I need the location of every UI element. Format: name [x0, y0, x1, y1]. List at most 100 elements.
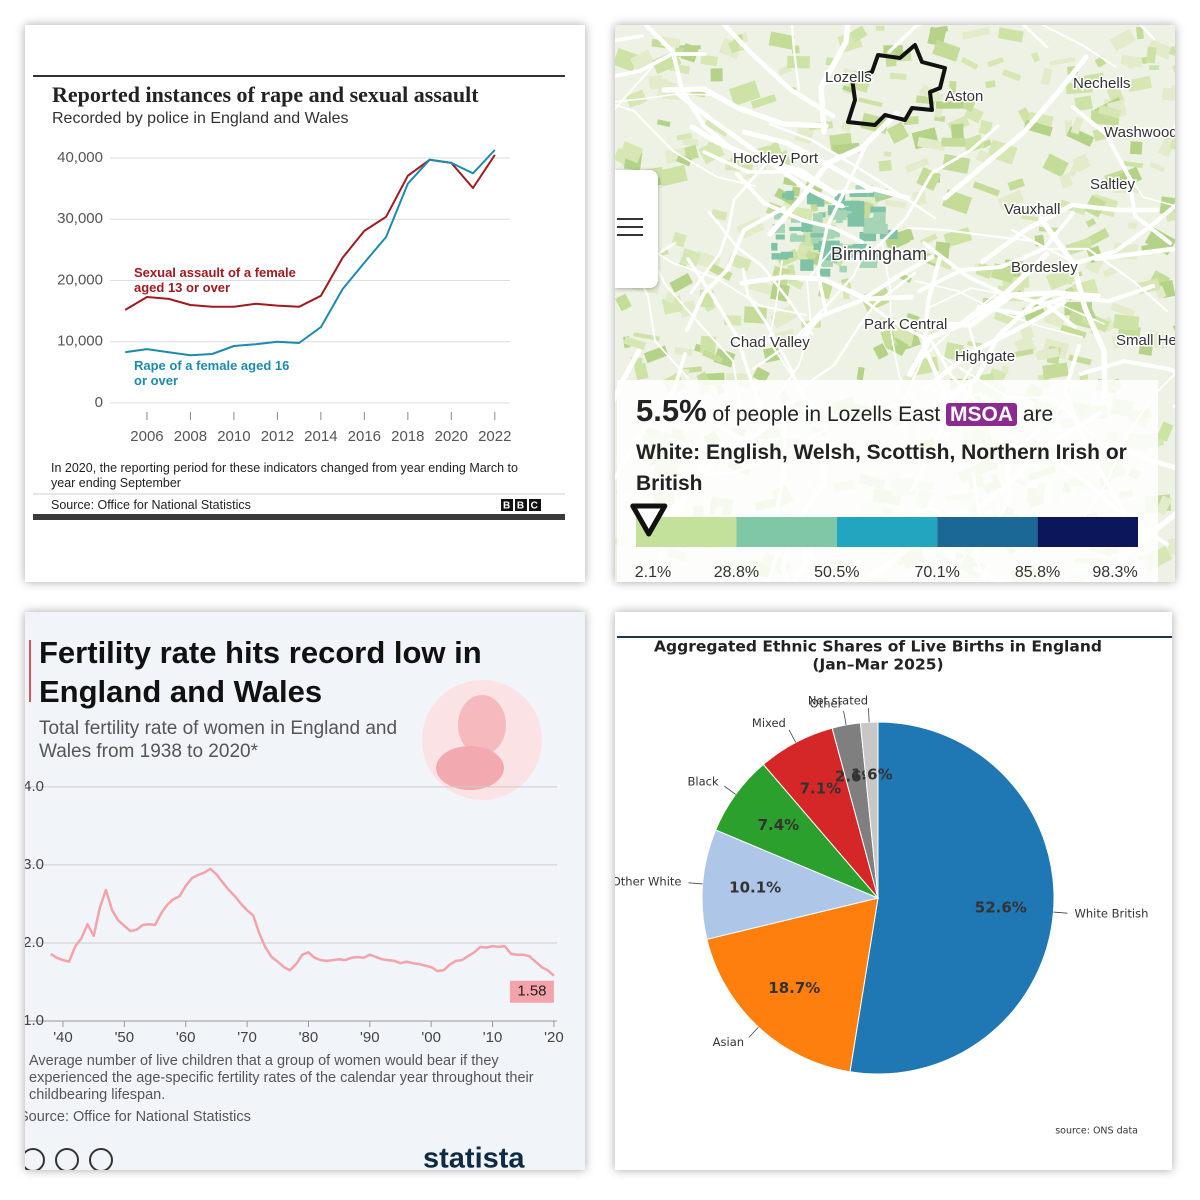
- chart-title: Aggregated Ethnic Shares of Live Births …: [654, 638, 1102, 656]
- map-block: [789, 226, 806, 231]
- note: In 2020, the reporting period for these …: [51, 461, 518, 490]
- map-block: [700, 54, 719, 67]
- value-label: 7.1%: [800, 780, 842, 798]
- map-block: [800, 259, 814, 271]
- map-block: [1035, 347, 1060, 361]
- map-block: [787, 55, 811, 69]
- icon-body: [436, 746, 504, 790]
- slice-label: Asian: [713, 1035, 744, 1049]
- map-block: [826, 228, 840, 238]
- map-block: [870, 206, 886, 213]
- road: [818, 25, 851, 135]
- road: [689, 157, 772, 295]
- chart-fertility: statista 1.0 2.0 3.0 4.0 '40 '50 '60 '70 '80 '90 '…: [25, 612, 585, 1170]
- map-block: [1111, 333, 1128, 349]
- map-block: [790, 218, 801, 223]
- value-pointer: [630, 503, 668, 537]
- map-block: [1068, 163, 1080, 178]
- map-block: [873, 343, 889, 360]
- place-label: Saltley: [1090, 176, 1136, 193]
- y-tick-label: 4.0: [25, 778, 44, 795]
- y-tick-label: 2.0: [25, 934, 44, 951]
- map-block: [842, 85, 855, 94]
- map-block: [863, 225, 876, 234]
- leader-line: [748, 1026, 759, 1038]
- map-block: [769, 304, 798, 329]
- scale-label: 2.1%: [635, 564, 671, 581]
- map-block: [810, 233, 824, 238]
- map-block: [1045, 266, 1077, 291]
- map-block: [785, 190, 795, 201]
- map-block: [883, 151, 892, 157]
- map-block: [676, 153, 693, 167]
- map-block: [929, 25, 949, 35]
- map-block: [658, 248, 669, 257]
- road: [923, 290, 1101, 328]
- x-tick-label: 2014: [304, 428, 337, 445]
- map-block: [1065, 237, 1092, 256]
- map-block: [941, 137, 966, 147]
- note: Average number of live children that a g…: [29, 1053, 534, 1103]
- map-block: [630, 49, 655, 71]
- series-line: [50, 867, 555, 977]
- map-block: [972, 181, 1001, 197]
- place-label: Chad Valley: [730, 334, 810, 351]
- x-tick-label: 2006: [130, 428, 163, 445]
- map-block: [1020, 325, 1035, 341]
- map-block: [618, 141, 644, 164]
- pie-slice: [849, 721, 1055, 1075]
- map-block: [873, 212, 886, 225]
- value-label: 7.4%: [758, 816, 800, 834]
- map-block: [771, 328, 796, 345]
- map-block: [805, 250, 817, 261]
- map-block: [674, 347, 693, 357]
- logo-block: [529, 499, 541, 511]
- series-label: Rape of a female aged 16 or over: [134, 358, 290, 388]
- logo-block: [515, 499, 527, 511]
- menu-line: [617, 234, 643, 236]
- fetus-icon: [422, 680, 542, 800]
- map-block: [701, 349, 723, 364]
- chart-title: Reported instances of rape and sexual as…: [52, 82, 479, 107]
- panel-pie: Aggregated Ethnic Shares of Live Births …: [615, 612, 1172, 1170]
- place-label: Bordesley: [1011, 259, 1078, 276]
- road: [615, 348, 642, 403]
- map-block: [682, 138, 699, 147]
- map-block: [1149, 65, 1160, 70]
- map-block: [978, 119, 993, 136]
- chart-subtitle: Recorded by police in England and Wales: [52, 110, 348, 127]
- road: [979, 202, 1160, 265]
- x-tick-label: '00: [421, 1029, 441, 1046]
- map-block: [699, 335, 717, 355]
- map-block: [777, 150, 792, 169]
- x-tick-label: '40: [53, 1029, 73, 1046]
- road: [871, 124, 1000, 253]
- source: source: ONS data: [1055, 1126, 1138, 1137]
- road: [1093, 246, 1175, 262]
- value-label: 10.1%: [729, 879, 781, 897]
- place-label: Highgate: [955, 348, 1015, 365]
- chart-subtitle: Total fertility rate of women in England…: [39, 718, 398, 762]
- map-block: [698, 139, 725, 165]
- map-block: [841, 67, 861, 83]
- headline-text: of people in Lozells East: [712, 403, 941, 426]
- scale-bin: [836, 517, 938, 547]
- map-block: [856, 366, 865, 381]
- map-block: [1071, 78, 1079, 84]
- icon: [89, 1148, 113, 1170]
- road: [642, 25, 740, 156]
- series-line: [125, 149, 496, 357]
- map-block: [819, 268, 831, 277]
- road: [721, 25, 836, 119]
- x-tick-label: '50: [115, 1029, 135, 1046]
- y-tick-label: 10,000: [57, 333, 103, 350]
- map-block: [728, 39, 741, 54]
- pie-slice: [859, 721, 879, 899]
- map-block: [669, 272, 694, 293]
- road: [887, 25, 923, 54]
- map-block: [656, 119, 671, 128]
- road: [976, 283, 1156, 317]
- map-block: [962, 134, 985, 154]
- menu-button[interactable]: [615, 170, 658, 288]
